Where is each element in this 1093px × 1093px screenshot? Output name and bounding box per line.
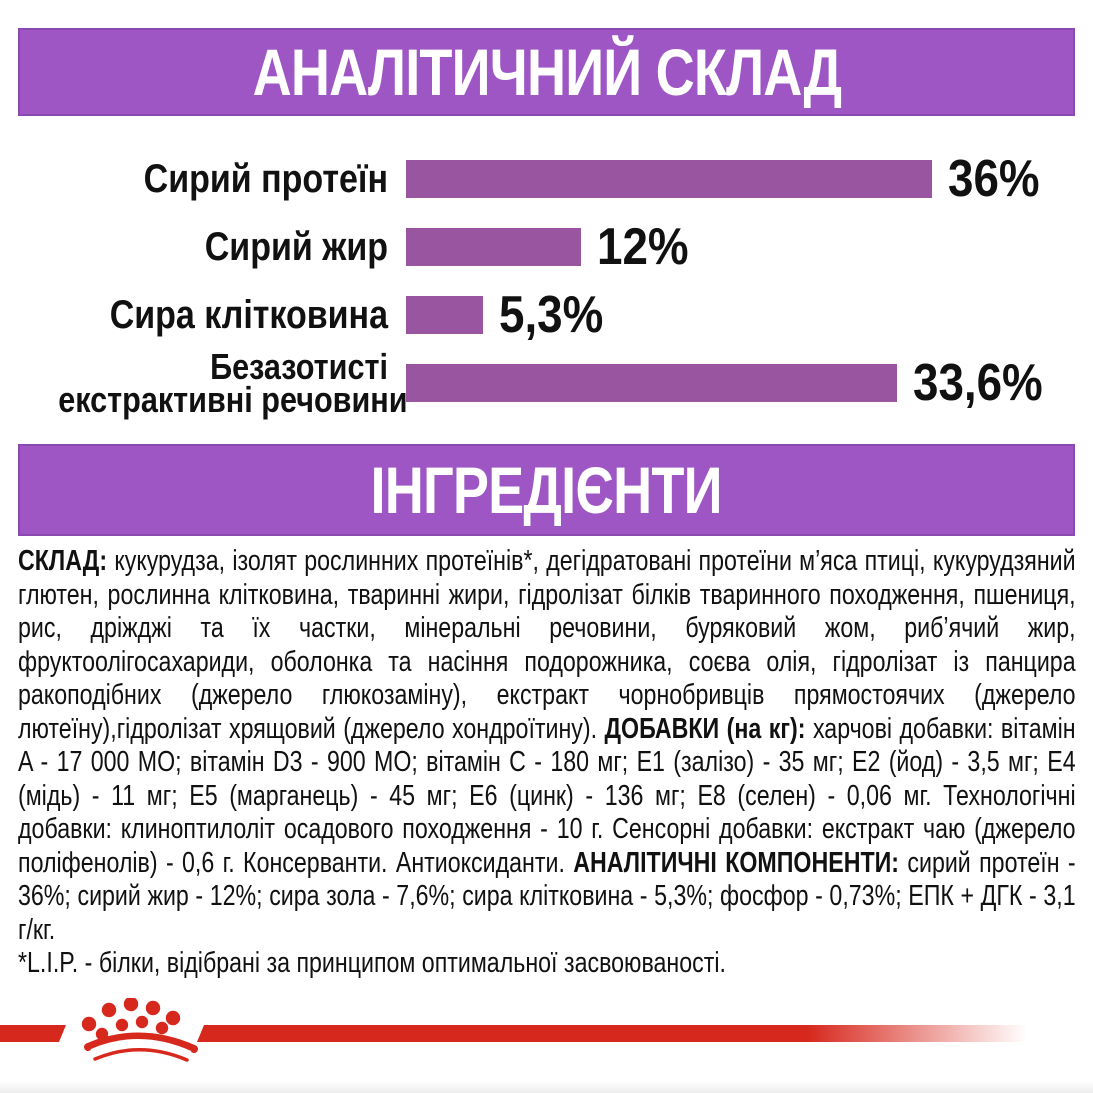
analytical-composition-title: АНАЛІТИЧНИЙ СКЛАД <box>252 35 841 109</box>
chart-row: Сирий протеїн 36% <box>0 145 1093 213</box>
ingredients-paragraph: СКЛАД: кукурудза, ізолят рослинних проте… <box>18 545 1076 947</box>
bottom-fade <box>0 1081 1093 1093</box>
chart-bar <box>406 228 582 266</box>
chart-value-label: 36% <box>947 150 1040 208</box>
chart-bar <box>406 296 484 334</box>
chart-category-label: Сира клітковина <box>109 293 389 337</box>
lip-footnote: *L.I.P. - білки, відібрані за принципом … <box>18 947 726 979</box>
royal-canin-crown-icon <box>81 998 198 1062</box>
ingredients-run: сирий протеїн - 36%; сирий жир - 12%; си… <box>18 846 1076 946</box>
ingredients-text-block: СКЛАД: кукурудза, ізолят рослинних проте… <box>18 545 1076 981</box>
ingredients-banner: ІНГРЕДІЄНТИ <box>18 444 1075 536</box>
chart-category-label: Сирий протеїн <box>143 157 388 201</box>
ingredients-title: ІНГРЕДІЄНТИ <box>370 453 723 527</box>
chart-value-label: 33,6% <box>912 354 1043 412</box>
chart-category-label: Безазотисті екстрактивні речовини <box>58 346 408 420</box>
brand-line-right <box>197 1025 1093 1042</box>
analytical-composition-banner: АНАЛІТИЧНИЙ СКЛАД <box>18 28 1075 116</box>
chart-row: Сира клітковина 5,3% <box>0 281 1093 349</box>
ingredients-keyword: ДОБАВКИ (на кг): <box>604 712 813 745</box>
analytical-chart: Сирий протеїн 36% Сирий жир 12% Сира клітков… <box>0 145 1093 420</box>
chart-category-label: Сирий жир <box>204 225 388 269</box>
ingredients-run: кукурудза, ізолят рослинних протеїнів*, … <box>18 545 1076 745</box>
chart-bar <box>406 160 932 198</box>
brand-line-left <box>0 1025 66 1042</box>
ingredients-keyword: АНАЛІТИЧНІ КОМПОНЕНТИ: <box>573 846 908 879</box>
chart-value-label: 12% <box>597 218 689 276</box>
chart-row: Безазотисті екстрактивні речовини 33,6% <box>0 346 1093 420</box>
ingredients-keyword: СКЛАД: <box>18 545 115 577</box>
ingredients-run: харчові добавки: вітамін A - 17 000 МО; … <box>18 712 1076 879</box>
chart-bar <box>406 364 897 402</box>
chart-row: Сирий жир 12% <box>0 213 1093 281</box>
chart-value-label: 5,3% <box>499 286 604 344</box>
